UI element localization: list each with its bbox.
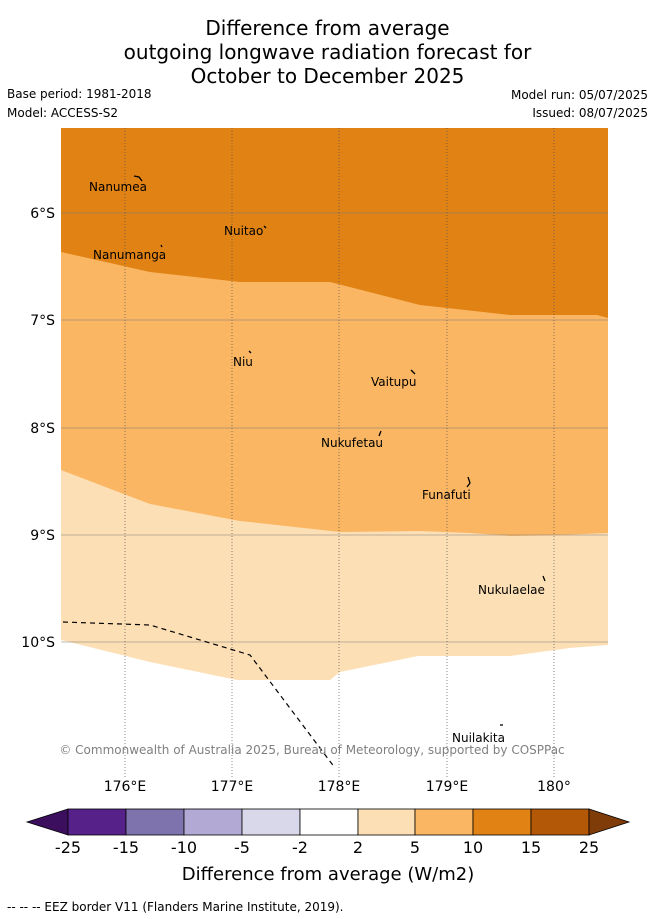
colorbar-tick: -2 [292,838,308,857]
colorbar-tick: 25 [579,838,599,857]
place-label-nukufetau: Nukufetau [321,436,383,450]
colorbar-segment [125,808,185,836]
model-name: Model: ACCESS-S2 [7,106,119,120]
place-label-vaitupu: Vaitupu [371,375,417,389]
model-run-date: Model run: 05/07/2025 [510,88,648,102]
colorbar-segment [357,808,416,836]
title-line-3: October to December 2025 [190,64,465,88]
place-label-funafuti: Funafuti [422,488,471,502]
longitude-axis: 176°E 177°E 178°E 179°E 180° [104,779,571,795]
colorbar: -25 -15 -10 -5 -2 2 5 10 15 25 Differenc… [25,808,631,885]
colorbar-title: Difference from average (W/m2) [182,864,474,885]
lon-tick-label: 178°E [318,779,361,795]
lat-tick-label: 7°S [30,313,55,329]
title-line-1: Difference from average [205,16,450,40]
place-label-nuilakita: Nuilakita [452,731,505,745]
colorbar-low-extension [25,808,69,836]
eez-footnote: -- -- -- EEZ border V11 (Flanders Marine… [7,900,344,914]
place-label-nanumea: Nanumea [89,180,147,194]
island-mark-vaitupu [410,369,416,375]
colorbar-segment [414,808,474,836]
colorbar-tick: -25 [55,838,81,857]
island-mark-nukufetau [378,430,382,437]
lon-tick-label: 176°E [104,779,147,795]
lat-tick-label: 10°S [21,635,55,651]
colorbar-tick: -10 [171,838,197,857]
island-mark-funafuti [466,476,471,488]
lat-tick-label: 9°S [30,528,55,544]
colorbar-segment [183,808,243,836]
map-area: Nanumea Nuitao Nanumanga Niu Vaitupu Nuk… [59,128,608,778]
island-mark-nanumanga [160,244,163,248]
island-mark-nanumea [133,175,143,182]
island-mark-niu [248,350,252,354]
place-label-nanumanga: Nanumanga [93,248,166,262]
colorbar-tick: 10 [463,838,483,857]
lat-tick-label: 6°S [30,206,55,222]
latitude-gridlines [61,212,608,643]
eez-border-line [62,621,336,769]
colorbar-tick: 15 [521,838,541,857]
colorbar-tick: 5 [410,838,420,857]
colorbar-segment [472,808,532,836]
map-title: Difference from average outgoing longwav… [0,16,655,88]
issued-date: Issued: 08/07/2025 [532,106,648,120]
lon-tick-label: 180° [537,779,571,795]
colorbar-tick: -5 [234,838,250,857]
base-period: Base period: 1981-2018 [7,87,152,101]
place-label-nuitao: Nuitao [224,224,263,238]
lat-tick-label: 8°S [30,421,55,437]
colorbar-high-extension [588,808,631,836]
island-mark-nukulaelae [542,575,546,582]
lon-tick-label: 177°E [211,779,254,795]
place-label-nukulaelae: Nukulaelae [478,583,545,597]
latitude-axis: 6°S 7°S 8°S 9°S 10°S [21,206,55,651]
island-mark-nuitao [263,225,267,229]
colorbar-tick: -15 [113,838,139,857]
place-label-niu: Niu [233,355,253,369]
island-marks [133,175,546,726]
colorbar-segment [299,808,359,836]
colorbar-segment [530,808,590,836]
lon-tick-label: 179°E [426,779,469,795]
colorbar-segment [67,808,127,836]
colorbar-tick: 2 [353,838,363,857]
longitude-gridlines [124,128,555,778]
copyright-notice: © Commonwealth of Australia 2025, Bureau… [59,743,564,757]
title-line-2: outgoing longwave radiation forecast for [123,40,532,64]
colorbar-segment [241,808,301,836]
anomaly-band-10-15 [61,128,608,318]
